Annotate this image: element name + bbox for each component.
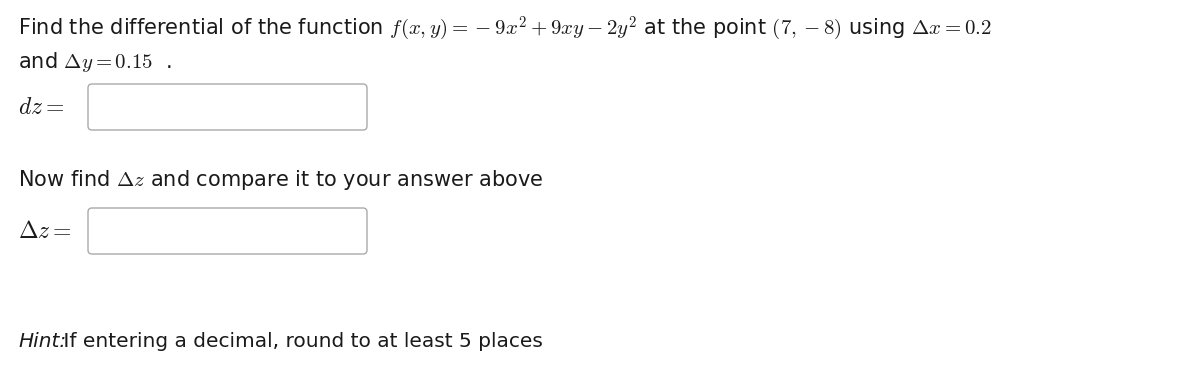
FancyBboxPatch shape (88, 208, 367, 254)
Text: $dz =$: $dz =$ (18, 95, 65, 119)
Text: Hint:: Hint: (18, 332, 66, 351)
FancyBboxPatch shape (88, 84, 367, 130)
Text: $\Delta z =$: $\Delta z =$ (18, 219, 72, 243)
Text: Now find $\Delta z$ and compare it to your answer above: Now find $\Delta z$ and compare it to yo… (18, 168, 544, 192)
Text: Find the differential of the function $f(x, y) = -9x^2 + 9xy - 2y^2$ at the poin: Find the differential of the function $f… (18, 15, 992, 43)
Text: If entering a decimal, round to at least 5 places: If entering a decimal, round to at least… (58, 332, 542, 351)
Text: and $\Delta y = 0.15$  .: and $\Delta y = 0.15$ . (18, 50, 172, 74)
